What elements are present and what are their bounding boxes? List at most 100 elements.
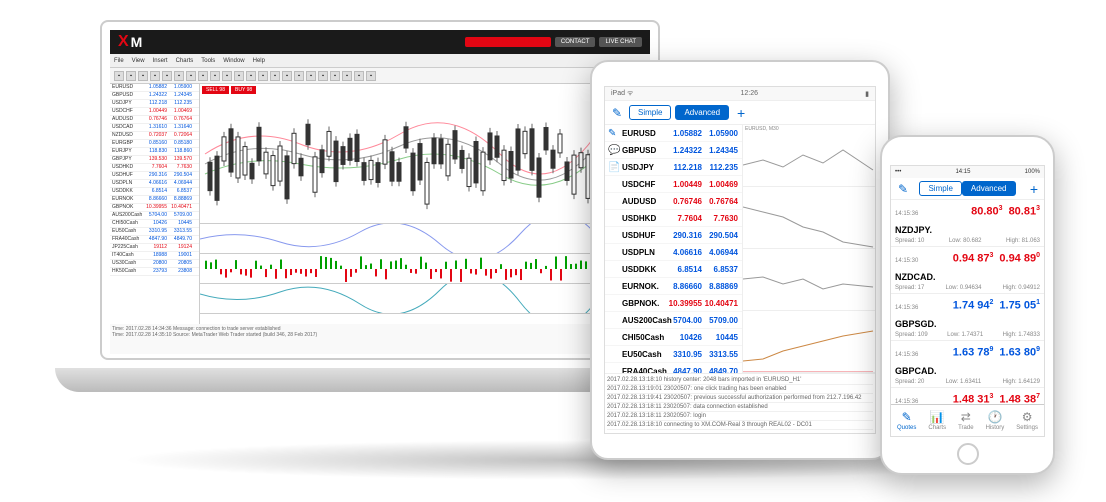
home-button[interactable]	[957, 443, 979, 465]
live-chat-button[interactable]: LIVE CHAT	[599, 37, 642, 47]
nav-trade[interactable]: ⇄Trade	[958, 410, 973, 431]
toolbar-button-20[interactable]: ▪	[354, 71, 364, 81]
toolbar-button-11[interactable]: ▪	[246, 71, 256, 81]
menu-insert[interactable]: Insert	[153, 58, 168, 64]
watchlist-row[interactable]: EU50Cash3310.953313.55	[110, 228, 199, 236]
quote-row[interactable]: GBPNOK.10.3995510.40471	[605, 295, 742, 312]
account-management-button[interactable]: ACCOUNT MANAGEMENT	[465, 37, 551, 47]
nav-quotes[interactable]: ✎Quotes	[897, 410, 916, 431]
toolbar-button-14[interactable]: ▪	[282, 71, 292, 81]
toolbar-button-12[interactable]: ▪	[258, 71, 268, 81]
quote-row[interactable]: AUS200Cash5704.005709.00	[605, 312, 742, 329]
toolbar-button-16[interactable]: ▪	[306, 71, 316, 81]
edit-icon[interactable]: ✎	[609, 105, 625, 121]
menu-view[interactable]: View	[132, 58, 145, 64]
toolbar-button-0[interactable]: ▪	[114, 71, 124, 81]
watchlist-row[interactable]: GBPUSD1.243221.24345	[110, 92, 199, 100]
menu-file[interactable]: File	[114, 58, 124, 64]
quote-row[interactable]: 📄USDJPY112.218112.235	[605, 159, 742, 176]
toolbar-button-21[interactable]: ▪	[366, 71, 376, 81]
edit-icon[interactable]: ✎	[895, 181, 911, 197]
watchlist-row[interactable]: EURJPY118.830118.860	[110, 148, 199, 156]
indicator-chart-2[interactable]	[200, 254, 650, 284]
watchlist-row[interactable]: GBPJPY139.530139.570	[110, 156, 199, 164]
quote-row[interactable]: CHI50Cash1042610445	[605, 329, 742, 346]
watchlist-row[interactable]: USDCHF1.004491.00469	[110, 108, 199, 116]
quote-row[interactable]: EURNOK.8.866608.88869	[605, 278, 742, 295]
watchlist-row[interactable]: JP225Cash1911219124	[110, 244, 199, 252]
mini-chart-2[interactable]	[743, 187, 875, 249]
contact-button[interactable]: CONTACT	[555, 37, 596, 47]
nav-settings[interactable]: ⚙Settings	[1016, 410, 1038, 431]
quote-row[interactable]: 14:15:36EURSGD.1.48 3131.48 387Spread: 7…	[891, 388, 1044, 404]
quote-row[interactable]: USDHKD7.76047.7630	[605, 210, 742, 227]
toolbar-button-10[interactable]: ▪	[234, 71, 244, 81]
watchlist-row[interactable]: NZDUSD0.720370.72064	[110, 132, 199, 140]
quote-row[interactable]: 14:15:36GBPSGD.1.74 9421.75 051Spread: 1…	[891, 294, 1044, 341]
quote-row[interactable]: USDDKK6.85146.8537	[605, 261, 742, 278]
simple-tab[interactable]: Simple	[629, 105, 671, 120]
watchlist-row[interactable]: EURUSD1.058821.05900	[110, 84, 199, 92]
quote-row[interactable]: 💬GBPUSD1.243221.24345	[605, 142, 742, 159]
nav-history[interactable]: 🕐History	[986, 410, 1005, 431]
toolbar-button-5[interactable]: ▪	[174, 71, 184, 81]
simple-tab[interactable]: Simple	[919, 181, 961, 196]
watchlist-row[interactable]: EURNOK8.866608.88869	[110, 196, 199, 204]
indicator-chart-1[interactable]	[200, 224, 650, 254]
watchlist-row[interactable]: CHI50Cash1042610445	[110, 220, 199, 228]
menu-charts[interactable]: Charts	[176, 58, 194, 64]
toolbar-button-4[interactable]: ▪	[162, 71, 172, 81]
add-icon[interactable]: +	[737, 105, 745, 121]
nav-charts[interactable]: 📊Charts	[928, 410, 946, 431]
watchlist-row[interactable]: USDCAD1.316101.31640	[110, 124, 199, 132]
menu-window[interactable]: Window	[223, 58, 244, 64]
quote-row[interactable]: 14:15:36NZDJPY.80.80380.813Spread: 10Low…	[891, 200, 1044, 247]
watchlist-row[interactable]: USDHKD7.76047.7630	[110, 164, 199, 172]
quote-row[interactable]: USDHUF290.316290.504	[605, 227, 742, 244]
mini-chart-4[interactable]	[743, 311, 875, 373]
watchlist-row[interactable]: IT40Cash1898819001	[110, 252, 199, 260]
menu-help[interactable]: Help	[253, 58, 265, 64]
toolbar-button-3[interactable]: ▪	[150, 71, 160, 81]
watchlist-row[interactable]: GBPNOK10.3995510.40471	[110, 204, 199, 212]
toolbar-button-2[interactable]: ▪	[138, 71, 148, 81]
phone-quotes[interactable]: 14:15:36NZDJPY.80.80380.813Spread: 10Low…	[891, 200, 1044, 404]
add-icon[interactable]: +	[1030, 181, 1038, 197]
quote-row[interactable]: EU50Cash3310.953313.55	[605, 346, 742, 363]
watchlist-row[interactable]: HK50Cash2379323808	[110, 268, 199, 276]
quote-row[interactable]: ✎EURUSD1.058821.05900	[605, 125, 742, 142]
watchlist-row[interactable]: US30Cash2080020805	[110, 260, 199, 268]
toolbar-button-18[interactable]: ▪	[330, 71, 340, 81]
watchlist-row[interactable]: USDDKK6.85146.8537	[110, 188, 199, 196]
quote-row[interactable]: 14:15:30NZDCAD.0.94 8730.94 890Spread: 1…	[891, 247, 1044, 294]
quote-row[interactable]: USDCHF1.004491.00469	[605, 176, 742, 193]
toolbar-button-13[interactable]: ▪	[270, 71, 280, 81]
mini-chart-1[interactable]: EURUSD, M30	[743, 125, 875, 187]
quote-row[interactable]: 14:15:36GBPCAD.1.63 7891.63 809Spread: 2…	[891, 341, 1044, 388]
tablet-quotes[interactable]: ✎EURUSD1.058821.05900💬GBPUSD1.243221.243…	[605, 125, 743, 373]
toolbar-button-19[interactable]: ▪	[342, 71, 352, 81]
toolbar-button-8[interactable]: ▪	[210, 71, 220, 81]
toolbar-button-9[interactable]: ▪	[222, 71, 232, 81]
watchlist-row[interactable]: EURGBP0.851600.85180	[110, 140, 199, 148]
advanced-tab[interactable]: Advanced	[675, 105, 729, 120]
watchlist-row[interactable]: AUDUSD0.767460.76764	[110, 116, 199, 124]
quote-row[interactable]: AUDUSD0.767460.76764	[605, 193, 742, 210]
toolbar-button-17[interactable]: ▪	[318, 71, 328, 81]
menu-tools[interactable]: Tools	[201, 58, 215, 64]
watchlist-row[interactable]: USDHUF290.316290.504	[110, 172, 199, 180]
main-chart[interactable]: SELL 98 BUY 98	[200, 84, 650, 224]
watchlist-row[interactable]: AUS200Cash5704.005709.00	[110, 212, 199, 220]
quote-row[interactable]: FRA40Cash4847.904849.70	[605, 363, 742, 373]
watchlist-row[interactable]: USDJPY112.218112.235	[110, 100, 199, 108]
quote-row[interactable]: USDPLN4.066164.06944	[605, 244, 742, 261]
toolbar-button-6[interactable]: ▪	[186, 71, 196, 81]
toolbar-button-7[interactable]: ▪	[198, 71, 208, 81]
watchlist-row[interactable]: USDPLN4.066164.06944	[110, 180, 199, 188]
toolbar-button-15[interactable]: ▪	[294, 71, 304, 81]
mini-chart-3[interactable]	[743, 249, 875, 311]
toolbar-button-1[interactable]: ▪	[126, 71, 136, 81]
indicator-chart-3[interactable]	[200, 284, 650, 314]
market-watch[interactable]: EURUSD1.058821.05900GBPUSD1.243221.24345…	[110, 84, 200, 324]
advanced-tab[interactable]: Advanced	[962, 181, 1016, 196]
